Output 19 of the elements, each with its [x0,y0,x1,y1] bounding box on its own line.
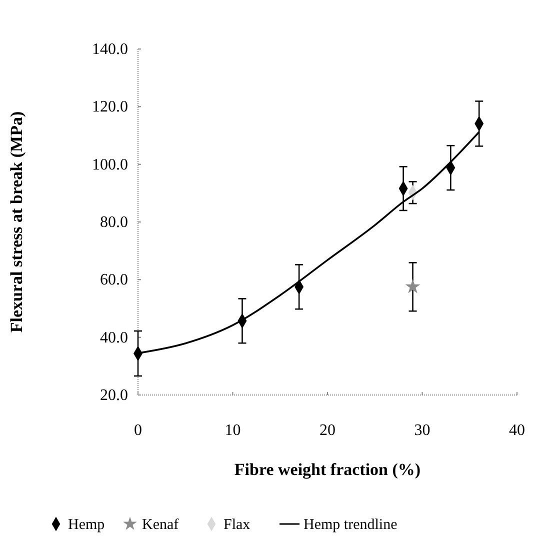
x-tick-label: 20 [320,422,336,439]
y-axis-title: Flexural stress at break (MPa) [7,111,26,333]
legend-label: Hemp [68,517,105,533]
x-tick-label: 0 [134,422,142,439]
y-tick-label: 60.0 [100,272,128,289]
x-tick-label: 30 [414,422,430,439]
legend-label: Kenaf [142,517,179,533]
y-tick-label: 20.0 [100,387,128,404]
y-tick-label: 140.0 [92,41,128,58]
x-tick-label: 10 [224,422,241,439]
legend-label: Hemp trendline [304,517,398,533]
y-tick-label: 80.0 [100,214,128,231]
point [405,278,420,294]
y-tick-label: 120.0 [92,98,128,116]
x-axis-title: Fibre weight fraction (%) [234,460,421,479]
y-tick-label: 100.0 [92,156,128,174]
legend-label: Flax [224,517,251,533]
x-tick-label: 40 [509,422,525,439]
y-tick-label: 40.0 [100,329,128,346]
